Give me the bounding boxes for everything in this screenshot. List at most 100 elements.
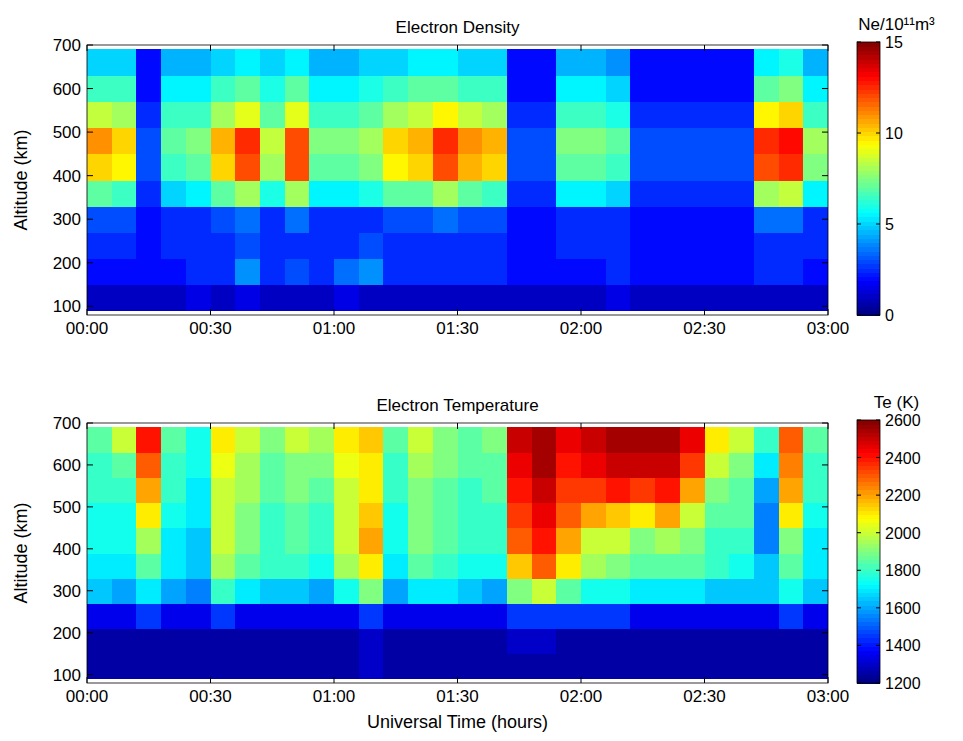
cell	[309, 578, 334, 604]
cell	[211, 628, 236, 654]
x-tick	[828, 309, 829, 315]
cell	[309, 427, 334, 453]
cell	[383, 49, 408, 76]
cell	[630, 528, 655, 554]
cell	[309, 528, 334, 554]
cell	[680, 478, 705, 504]
cell	[359, 232, 384, 259]
cell	[235, 180, 260, 207]
cell	[260, 478, 285, 504]
cell	[309, 628, 334, 654]
colorbar-swatch	[857, 482, 880, 487]
cell	[112, 180, 137, 207]
cell	[433, 503, 458, 529]
cell	[334, 578, 359, 604]
cell	[630, 232, 655, 259]
cell	[458, 503, 483, 529]
cell	[803, 553, 828, 579]
cell	[458, 206, 483, 233]
cell	[161, 102, 186, 129]
colorbar-tick	[857, 420, 861, 421]
cell	[655, 628, 680, 654]
cell	[532, 102, 557, 129]
cell	[556, 628, 581, 654]
cell	[581, 49, 606, 76]
cell	[630, 628, 655, 654]
cell	[359, 553, 384, 579]
cell	[482, 553, 507, 579]
y-tick-label: 100	[53, 666, 81, 685]
cell	[161, 75, 186, 102]
cell	[408, 75, 433, 102]
cell	[136, 578, 161, 604]
y-tick-label: 500	[53, 123, 81, 142]
cell	[507, 154, 532, 181]
cell	[705, 285, 730, 312]
cell	[581, 258, 606, 285]
cell	[408, 258, 433, 285]
cell	[556, 654, 581, 680]
cell	[235, 154, 260, 181]
cell	[136, 75, 161, 102]
x-tick-label: 01:00	[313, 319, 356, 338]
x-tick	[210, 423, 211, 429]
colorbar-swatch	[857, 153, 880, 158]
cell	[606, 553, 631, 579]
cell	[754, 427, 779, 453]
cell	[556, 452, 581, 478]
cell	[705, 180, 730, 207]
colorbar-swatch	[857, 221, 880, 226]
x-tick	[87, 309, 88, 315]
cell	[433, 553, 458, 579]
cell	[433, 654, 458, 680]
x-tick	[334, 309, 335, 315]
cell	[112, 578, 137, 604]
colorbar-swatch	[857, 204, 880, 209]
cell	[408, 654, 433, 680]
plot-frame	[87, 423, 828, 683]
cell	[680, 285, 705, 312]
cell	[309, 654, 334, 680]
cell	[112, 285, 137, 312]
colorbar-swatch	[857, 432, 880, 437]
panel-title: Electron Temperature	[376, 396, 538, 415]
cell	[359, 206, 384, 233]
cell	[705, 206, 730, 233]
cell	[285, 102, 310, 129]
cell	[186, 452, 211, 478]
cell	[285, 528, 310, 554]
cell	[408, 528, 433, 554]
cell	[260, 49, 285, 76]
cell	[705, 603, 730, 629]
colorbar-swatch	[857, 268, 880, 273]
cell	[136, 206, 161, 233]
cell	[507, 452, 532, 478]
cell	[458, 553, 483, 579]
cell	[112, 452, 137, 478]
cell	[112, 102, 137, 129]
cell	[186, 503, 211, 529]
cell	[112, 478, 137, 504]
cell	[285, 232, 310, 259]
cell	[655, 232, 680, 259]
cell	[482, 478, 507, 504]
colorbar-swatch	[857, 140, 880, 145]
cell	[309, 128, 334, 155]
cell	[309, 232, 334, 259]
colorbar-swatch	[857, 93, 880, 98]
colorbar-swatch	[857, 183, 880, 188]
cell	[334, 206, 359, 233]
cell	[235, 628, 260, 654]
x-tick	[334, 677, 335, 683]
cell	[729, 528, 754, 554]
cell	[803, 427, 828, 453]
colorbar-swatch	[857, 552, 880, 557]
x-tick-label: 01:30	[436, 319, 479, 338]
x-tick	[828, 423, 829, 429]
cell	[260, 578, 285, 604]
cell	[112, 603, 137, 629]
cell	[408, 285, 433, 312]
cell	[87, 180, 112, 207]
cell	[754, 553, 779, 579]
colorbar-swatch	[857, 634, 880, 639]
